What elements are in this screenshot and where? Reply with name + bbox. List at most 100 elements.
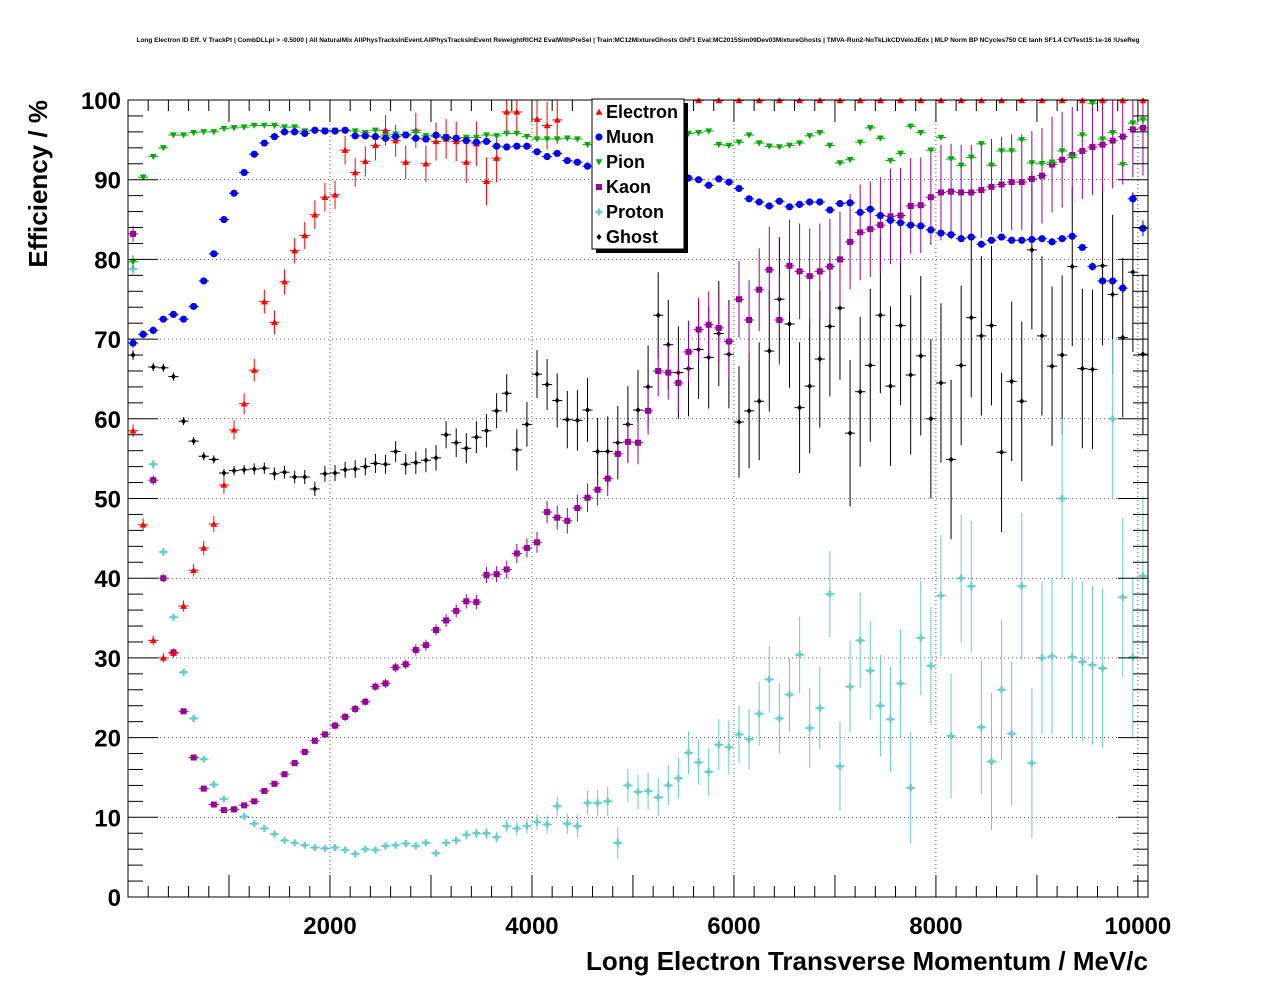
- y-tick-label: 30: [94, 646, 121, 673]
- data-point: [1119, 133, 1126, 140]
- legend-entry-muon: Muon: [595, 127, 654, 147]
- data-point: [715, 741, 723, 749]
- data-point: [947, 732, 955, 740]
- data-point: [1078, 243, 1086, 252]
- data-point: [282, 469, 288, 476]
- data-point: [543, 136, 551, 143]
- data-point: [311, 211, 319, 218]
- data-point: [169, 310, 178, 318]
- data-point: [220, 795, 228, 803]
- data-point: [149, 326, 157, 334]
- data-point: [382, 680, 389, 687]
- data-point: [836, 762, 844, 770]
- data-point: [382, 842, 390, 850]
- data-point: [129, 259, 137, 266]
- data-point: [755, 198, 763, 206]
- legend-entry-ghost: Ghost: [596, 227, 658, 247]
- data-point: [179, 315, 188, 323]
- data-point: [978, 332, 984, 339]
- data-point: [675, 379, 682, 386]
- data-point: [523, 133, 531, 141]
- data-point: [736, 418, 742, 425]
- data-point: [847, 238, 854, 245]
- data-point: [1058, 495, 1066, 502]
- data-point: [938, 379, 944, 386]
- data-point: [595, 448, 601, 455]
- data-point: [240, 124, 248, 131]
- y-tick-label: 70: [94, 327, 121, 354]
- data-point: [301, 232, 309, 239]
- data-point: [352, 705, 359, 712]
- data-point: [271, 122, 278, 129]
- y-tick-label: 60: [94, 407, 121, 434]
- data-point: [1139, 224, 1147, 232]
- data-point: [1018, 137, 1026, 144]
- data-point: [957, 574, 965, 582]
- data-point: [443, 617, 450, 624]
- y-tick-label: 100: [81, 88, 121, 115]
- data-point: [321, 193, 329, 200]
- data-point: [998, 686, 1006, 694]
- data-point: [523, 544, 530, 551]
- data-point: [241, 466, 247, 473]
- data-point: [200, 129, 208, 136]
- data-point: [524, 421, 530, 428]
- data-point: [220, 215, 228, 224]
- data-point: [795, 200, 804, 209]
- data-point: [988, 162, 995, 169]
- legend-box: [591, 98, 685, 250]
- data-point: [937, 134, 945, 141]
- data-point: [725, 338, 732, 345]
- y-tick-label: 90: [94, 168, 121, 195]
- data-point: [908, 371, 914, 378]
- data-point: [413, 459, 419, 466]
- data-point: [523, 822, 531, 830]
- data-point: [644, 787, 652, 795]
- data-point: [977, 141, 985, 148]
- data-point: [301, 841, 309, 849]
- data-point: [513, 142, 521, 150]
- data-point: [1109, 137, 1116, 144]
- data-point: [331, 127, 339, 135]
- data-point: [190, 129, 198, 137]
- data-point: [513, 824, 521, 832]
- data-point: [948, 456, 954, 463]
- data-point: [897, 212, 904, 219]
- data-point: [483, 572, 490, 579]
- data-point: [766, 348, 772, 355]
- data-point: [200, 544, 208, 551]
- data-point: [796, 651, 804, 659]
- data-point: [785, 691, 793, 699]
- data-point: [553, 802, 561, 810]
- data-point: [291, 760, 298, 767]
- data-point: [806, 724, 814, 732]
- data-point: [260, 139, 268, 147]
- data-point: [250, 150, 258, 158]
- data-point: [341, 146, 349, 153]
- data-point: [968, 189, 975, 196]
- data-point: [483, 177, 490, 185]
- data-point: [998, 148, 1005, 155]
- data-point: [493, 142, 501, 150]
- data-point: [383, 461, 389, 468]
- data-point: [321, 127, 329, 135]
- data-point: [543, 820, 551, 828]
- data-point: [402, 840, 410, 848]
- data-point: [534, 371, 540, 378]
- data-point: [614, 450, 621, 457]
- data-point: [857, 388, 863, 395]
- data-point: [503, 566, 510, 573]
- data-point: [393, 448, 399, 455]
- data-point: [826, 590, 834, 598]
- data-point: [836, 256, 843, 263]
- data-point: [1110, 291, 1116, 298]
- data-point: [1038, 235, 1046, 243]
- data-point: [655, 367, 662, 374]
- data-point: [1039, 332, 1045, 339]
- legend-marker: [595, 208, 603, 216]
- data-point: [361, 132, 369, 140]
- data-point: [190, 566, 198, 573]
- data-point: [785, 203, 794, 211]
- data-point: [271, 780, 278, 787]
- data-point: [402, 661, 409, 668]
